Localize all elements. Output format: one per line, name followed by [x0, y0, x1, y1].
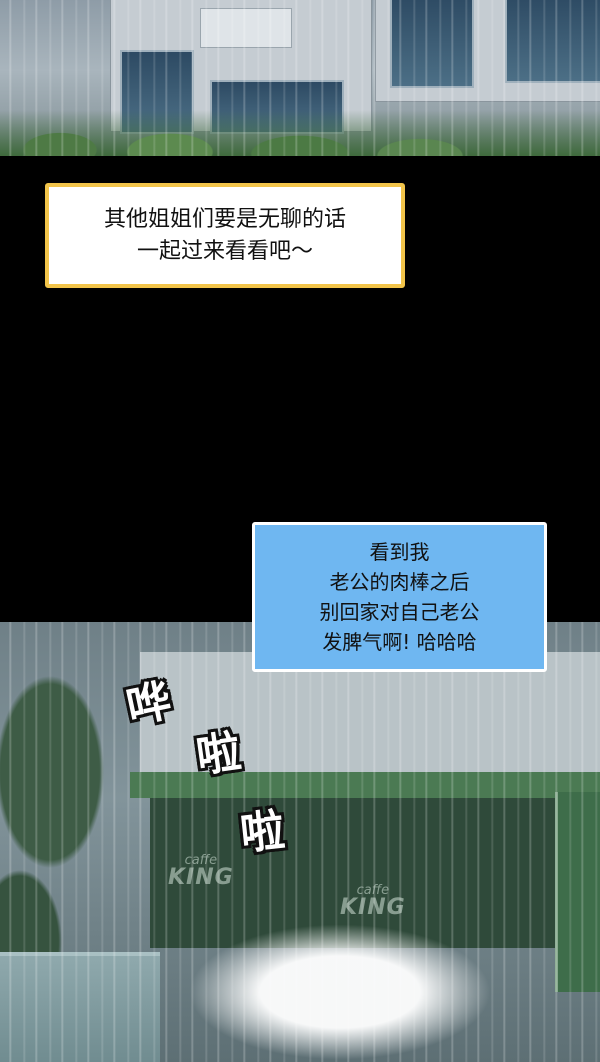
bubble-line: 别回家对自己老公	[319, 600, 480, 624]
building-window	[390, 0, 474, 88]
cafe-logo-big: KING	[168, 865, 234, 890]
cafe-logo: caffe KING	[340, 884, 406, 919]
bushes	[0, 110, 600, 156]
building-window	[505, 0, 600, 83]
sfx-rain-char-2: 啦	[193, 726, 244, 783]
bubble-line: 其他姐姐们要是无聊的话	[103, 206, 346, 232]
cafe-logo-small: caffe	[184, 853, 218, 868]
cafe-door	[555, 792, 600, 992]
cafe-wall	[140, 652, 600, 782]
speech-bubble-bottom: 看到我 老公的肉棒之后 别回家对自己老公 发脾气啊! 哈哈哈	[252, 522, 547, 672]
building-scene-panel	[0, 0, 600, 156]
outdoor-table	[0, 952, 160, 1062]
light-glow	[160, 922, 520, 1062]
speech-bubble-top: 其他姐姐们要是无聊的话 一起过来看看吧～	[45, 183, 405, 288]
bubble-line: 一起过来看看吧～	[136, 238, 313, 264]
bubble-line: 发脾气啊! 哈哈哈	[322, 630, 477, 654]
bubble-line: 老公的肉棒之后	[329, 570, 470, 594]
cafe-logo-small: caffe	[356, 883, 390, 898]
bubble-line: 看到我	[369, 540, 430, 564]
cafe-logo: caffe KING	[168, 854, 234, 889]
cafe-scene-panel: caffe KING caffe KING	[0, 622, 600, 1062]
sfx-rain-char-3: 啦	[237, 804, 288, 861]
cafe-awning	[130, 772, 600, 798]
building-sign	[200, 8, 292, 48]
cafe-logo-big: KING	[340, 895, 406, 920]
